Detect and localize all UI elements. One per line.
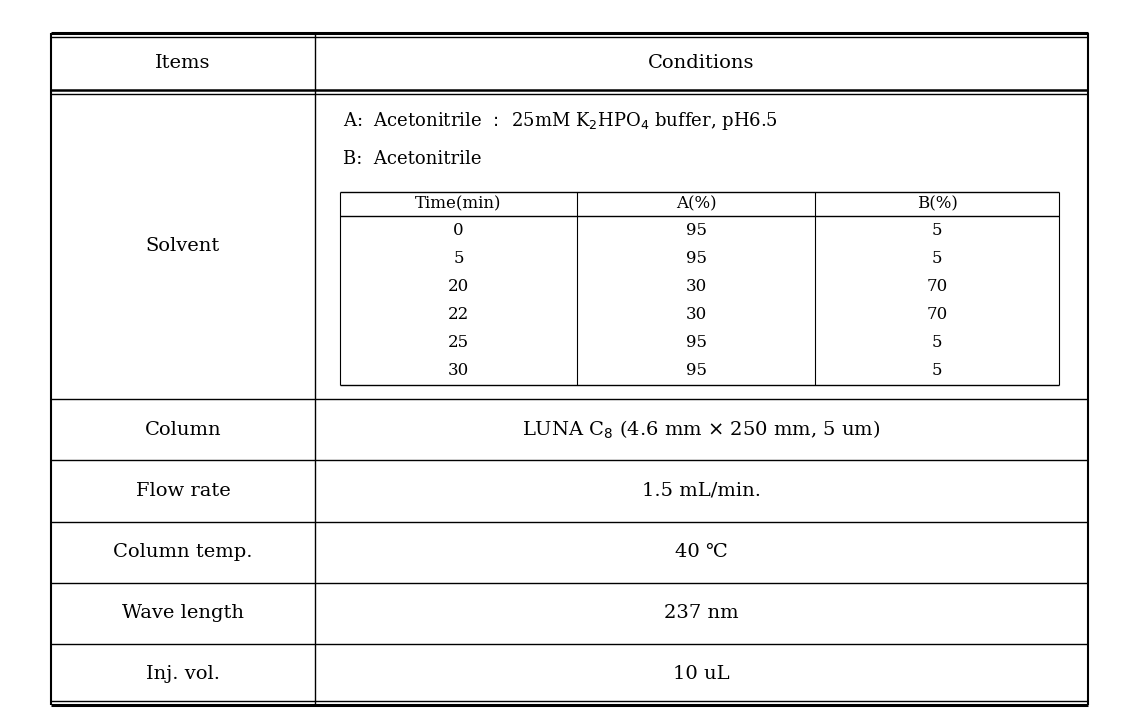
Text: 20: 20	[449, 278, 469, 295]
Text: Inj. vol.: Inj. vol.	[145, 665, 220, 683]
Text: 30: 30	[449, 362, 469, 380]
Text: 40 ℃: 40 ℃	[675, 543, 728, 561]
Text: 30: 30	[685, 306, 707, 323]
Text: Solvent: Solvent	[145, 237, 220, 255]
Text: 10 uL: 10 uL	[673, 665, 729, 683]
Text: Items: Items	[156, 54, 211, 72]
Text: 30: 30	[685, 278, 707, 295]
Text: 1.5 mL/min.: 1.5 mL/min.	[642, 482, 761, 500]
Text: 95: 95	[685, 222, 707, 239]
Text: 5: 5	[932, 362, 942, 380]
Text: Column temp.: Column temp.	[113, 543, 252, 561]
Text: Conditions: Conditions	[648, 54, 755, 72]
Text: 5: 5	[932, 334, 942, 351]
Text: A:  Acetonitrile $\,:\,$ 25mM K$_2$HPO$_4$ buffer, pH6.5: A: Acetonitrile $\,:\,$ 25mM K$_2$HPO$_4…	[344, 110, 779, 132]
Text: LUNA C$_8$ (4.6 mm $\times$ 250 mm, 5 um): LUNA C$_8$ (4.6 mm $\times$ 250 mm, 5 um…	[522, 419, 880, 441]
Text: 70: 70	[926, 306, 948, 323]
Text: B(%): B(%)	[916, 195, 958, 213]
Text: 95: 95	[685, 362, 707, 380]
Text: 25: 25	[449, 334, 469, 351]
Text: Flow rate: Flow rate	[135, 482, 230, 500]
Text: A(%): A(%)	[676, 195, 717, 213]
Text: Wave length: Wave length	[122, 604, 243, 623]
Text: Column: Column	[144, 421, 221, 439]
Text: B:  Acetonitrile: B: Acetonitrile	[344, 150, 481, 168]
Text: 95: 95	[685, 334, 707, 351]
Text: 5: 5	[932, 222, 942, 239]
Text: 95: 95	[685, 249, 707, 267]
Text: 70: 70	[926, 278, 948, 295]
Text: 0: 0	[453, 222, 464, 239]
Text: 5: 5	[453, 249, 464, 267]
Text: 237 nm: 237 nm	[664, 604, 738, 623]
Text: 22: 22	[449, 306, 469, 323]
Text: 5: 5	[932, 249, 942, 267]
Text: Time(min): Time(min)	[416, 195, 502, 213]
